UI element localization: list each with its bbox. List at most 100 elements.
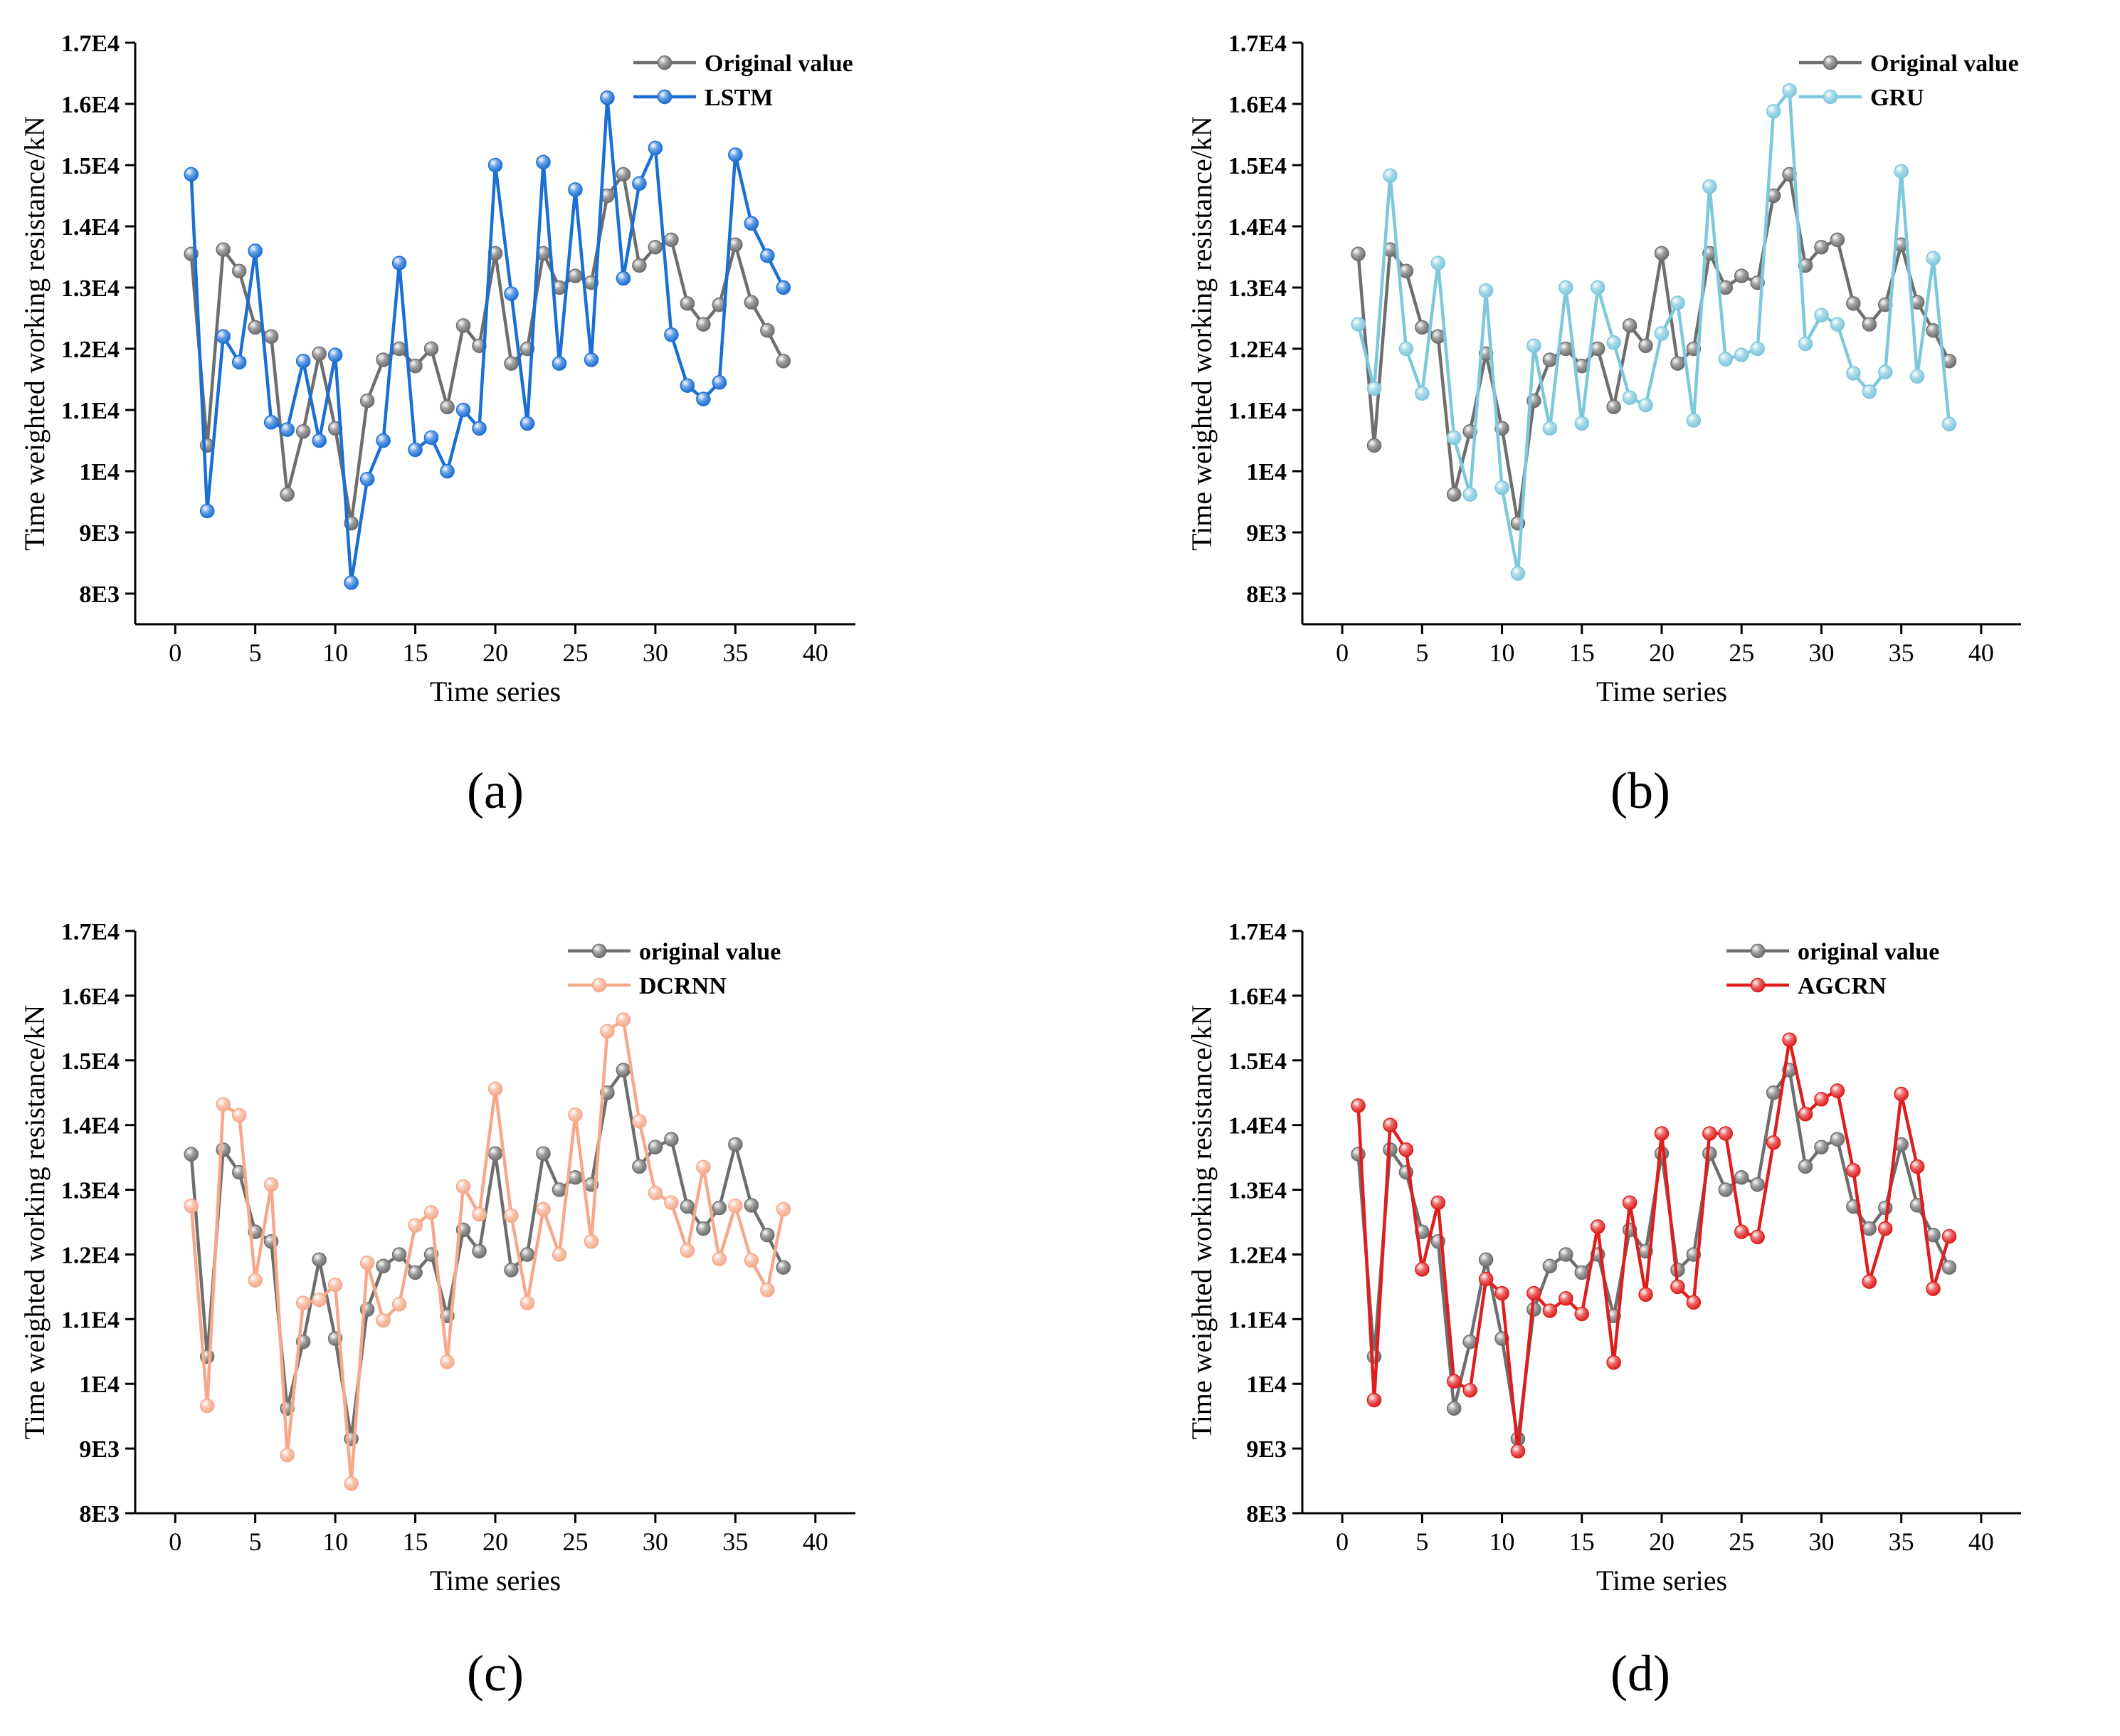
x-tick-label: 35 xyxy=(722,1527,748,1556)
data-point xyxy=(760,1227,775,1243)
data-point xyxy=(1926,1227,1941,1243)
data-point xyxy=(216,1142,231,1157)
data-point xyxy=(376,433,391,448)
y-tick-label: 1.7E4 xyxy=(61,31,120,57)
chart-panel-a: 8E3 9E3 1E4 1.1E4 1.2E4 1.3E4 1.4E4 1.5E4 1.6E4 1… xyxy=(19,31,855,819)
data-point xyxy=(1430,1195,1446,1210)
y-axis-title: Time weighted working resistance/kN xyxy=(1186,116,1218,551)
data-point xyxy=(616,1012,631,1027)
y-tick-label: 1.5E4 xyxy=(61,153,120,179)
data-point xyxy=(295,424,311,439)
data-point xyxy=(1606,1354,1621,1370)
x-tick-label: 40 xyxy=(1968,638,1994,667)
legend-entry: Original value xyxy=(1799,51,2019,77)
data-point xyxy=(696,391,711,406)
data-point xyxy=(376,1312,391,1328)
data-point xyxy=(632,1159,647,1174)
data-point xyxy=(248,1273,263,1288)
panel-label: (c) xyxy=(467,1645,524,1702)
x-tick-label: 30 xyxy=(1808,638,1834,667)
data-point xyxy=(472,421,487,436)
x-tick-label: 15 xyxy=(1569,1527,1595,1556)
x-tick-label: 0 xyxy=(1336,1527,1349,1556)
x-tick-label: 10 xyxy=(322,1527,348,1556)
data-point xyxy=(760,1283,775,1298)
legend-marker xyxy=(657,55,673,70)
panel-label: (b) xyxy=(1610,762,1670,819)
data-point xyxy=(1862,1221,1877,1236)
data-point xyxy=(1462,1383,1477,1398)
legend-entry: Original value xyxy=(633,51,853,77)
data-point xyxy=(712,375,727,390)
data-point xyxy=(1830,232,1845,248)
y-tick-label: 1.1E4 xyxy=(1228,398,1287,424)
data-point xyxy=(664,1195,679,1210)
y-tick-label: 1.3E4 xyxy=(1228,275,1287,302)
data-point xyxy=(391,256,407,270)
data-point xyxy=(455,1179,471,1194)
legend-marker xyxy=(657,89,673,105)
data-point xyxy=(455,402,471,418)
data-point xyxy=(312,1252,327,1267)
data-point xyxy=(1398,263,1414,279)
y-tick-label: 1.2E4 xyxy=(1228,1242,1287,1268)
x-tick-label: 10 xyxy=(1489,638,1515,667)
data-point xyxy=(1446,430,1462,445)
data-point xyxy=(584,352,599,367)
y-tick-label: 1.1E4 xyxy=(1228,1307,1287,1333)
legend-label: original value xyxy=(1798,939,1939,965)
y-tick-label: 1E4 xyxy=(79,1372,120,1398)
data-point xyxy=(1494,1285,1509,1301)
data-point xyxy=(536,1146,551,1161)
data-point xyxy=(744,295,759,310)
data-point xyxy=(280,1447,295,1463)
legend-label: GRU xyxy=(1870,85,1924,111)
data-point xyxy=(600,1024,615,1039)
chart-panel-b: 8E3 9E3 1E4 1.1E4 1.2E4 1.3E4 1.4E4 1.5E4 1.6E4 1… xyxy=(1186,31,2021,819)
data-point xyxy=(1398,341,1414,357)
data-point xyxy=(1926,251,1941,265)
data-point xyxy=(423,430,439,445)
data-point xyxy=(423,341,439,357)
data-point xyxy=(1542,421,1558,436)
data-point xyxy=(487,157,503,173)
data-point xyxy=(1638,397,1653,413)
data-point xyxy=(280,487,295,502)
data-point xyxy=(408,1265,423,1280)
data-point xyxy=(696,1221,711,1236)
y-tick-label: 1E4 xyxy=(1246,1372,1287,1398)
data-point xyxy=(1383,1117,1398,1132)
data-point xyxy=(1351,246,1366,261)
x-tick-label: 40 xyxy=(1968,1527,1994,1556)
data-point xyxy=(520,1247,535,1262)
data-point xyxy=(376,1258,391,1274)
legend-label: Original value xyxy=(1870,51,2019,77)
data-point xyxy=(327,347,343,362)
data-point xyxy=(1574,416,1590,431)
data-point xyxy=(1351,1098,1366,1113)
data-point xyxy=(1510,566,1526,581)
legend-label: original value xyxy=(639,939,781,965)
data-point xyxy=(1462,487,1477,502)
data-point xyxy=(199,503,215,519)
series-lstm xyxy=(184,90,791,590)
data-point xyxy=(1814,307,1829,322)
data-point xyxy=(1526,1285,1541,1301)
data-point xyxy=(216,1097,231,1112)
data-point xyxy=(216,329,231,344)
data-point xyxy=(1606,399,1621,414)
data-point xyxy=(1877,1221,1893,1236)
series-original-value xyxy=(184,167,791,531)
y-axis-title: Time weighted working resistance/kN xyxy=(19,116,51,551)
data-point xyxy=(1909,369,1925,384)
data-point xyxy=(1718,1182,1734,1197)
data-point xyxy=(1446,487,1462,502)
data-point xyxy=(1734,1170,1749,1185)
data-point xyxy=(408,358,423,374)
y-tick-label: 1.2E4 xyxy=(1228,337,1287,363)
x-tick-label: 30 xyxy=(643,638,668,667)
data-point xyxy=(359,1256,375,1271)
data-point xyxy=(455,318,471,333)
data-point xyxy=(391,1247,407,1262)
x-tick-label: 0 xyxy=(1336,638,1349,667)
